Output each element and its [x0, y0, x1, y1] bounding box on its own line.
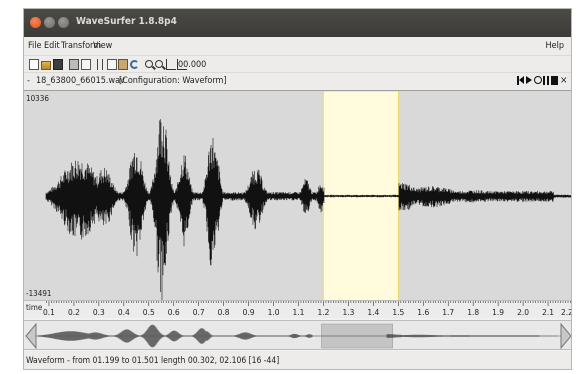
time-tick-label: 0.3: [93, 308, 105, 317]
properties-icon[interactable]: [81, 59, 91, 70]
sound-header: - 18_63800_66015.wav [Configuration: Wav…: [24, 73, 571, 90]
maximize-window-button[interactable]: [58, 17, 69, 28]
save-icon[interactable]: [53, 59, 63, 70]
time-tick-label: 0.6: [168, 308, 180, 317]
menu-edit[interactable]: Edit: [44, 41, 60, 51]
window-title: WaveSurfer 1.8.8p4: [76, 16, 177, 27]
y-max-label: 10336: [26, 94, 49, 103]
time-tick-label: 0.5: [143, 308, 155, 317]
transport-controls: ×: [517, 75, 568, 86]
time-tick-label: 1.1: [293, 308, 305, 317]
time-tick-label: 1.0: [268, 308, 280, 317]
time-tick-label: 0.9: [243, 308, 255, 317]
status-bar: Waveform - from 01.199 to 01.501 length …: [24, 351, 571, 369]
cut-icon[interactable]: [97, 59, 103, 70]
waveform-plot[interactable]: [24, 91, 572, 301]
menu-view[interactable]: View: [93, 41, 113, 51]
status-text: Waveform - from 01.199 to 01.501 length …: [26, 356, 280, 366]
skip-back-icon[interactable]: [517, 76, 524, 85]
play-loop-icon[interactable]: [534, 76, 542, 85]
zoom-fit-icon[interactable]: [166, 59, 176, 70]
paste-icon[interactable]: [118, 59, 128, 70]
open-folder-icon[interactable]: [41, 61, 51, 70]
overview-waveform[interactable]: [24, 321, 572, 351]
close-pane-icon[interactable]: ×: [560, 75, 568, 86]
menu-transform[interactable]: Transform: [61, 41, 102, 51]
time-tick-label: 0.7: [193, 308, 205, 317]
zoom-in-icon[interactable]: [145, 60, 153, 68]
time-tick-label: 2.1: [542, 308, 554, 317]
overview-scrollbar[interactable]: [24, 320, 571, 350]
time-axis: time 0.1 0.2 0.3 0.4 0.5 0.6 0.7 0.8 0.9 1.0 1.1 1.…: [24, 300, 571, 318]
time-tick-label: 0.8: [218, 308, 230, 317]
time-tick-label: 0.1: [43, 308, 55, 317]
menu-bar: File Edit Transform View Help: [24, 37, 571, 55]
title-bar: WaveSurfer 1.8.8p4: [24, 9, 571, 37]
print-icon[interactable]: [69, 59, 79, 70]
zoom-selection-icon[interactable]: [177, 59, 187, 70]
play-icon[interactable]: [525, 76, 532, 85]
stop-icon[interactable]: [551, 76, 558, 85]
time-tick-label: 1.3: [342, 308, 354, 317]
undo-icon[interactable]: [130, 60, 139, 69]
new-file-icon[interactable]: [29, 59, 39, 70]
toolbar: 00.000: [24, 55, 571, 73]
pause-icon[interactable]: [543, 76, 549, 85]
time-tick-label: 1.9: [492, 308, 504, 317]
time-tick-label: 0.4: [118, 308, 130, 317]
configuration-label: [Configuration: Waveform]: [119, 76, 227, 86]
wavesurfer-window: WaveSurfer 1.8.8p4 File Edit Transform V…: [23, 8, 572, 370]
time-tick-label: 1.8: [467, 308, 479, 317]
time-tick-label: 1.7: [442, 308, 454, 317]
waveform-pane[interactable]: 10336 -13491: [24, 90, 572, 301]
time-tick-label: 1.2: [317, 308, 329, 317]
time-tick-label: 2.2: [561, 308, 572, 317]
close-window-button[interactable]: [30, 17, 41, 28]
zoom-out-icon[interactable]: [155, 60, 163, 68]
minimize-window-button[interactable]: [44, 17, 55, 28]
time-axis-label: time: [26, 303, 43, 312]
menu-file[interactable]: File: [28, 41, 42, 51]
time-readout: 00.000: [178, 60, 207, 70]
time-tick-label: 1.6: [417, 308, 429, 317]
time-tick-label: 1.4: [367, 308, 379, 317]
time-tick-label: 2.0: [517, 308, 529, 317]
time-tick-label: 0.2: [68, 308, 80, 317]
scroll-left-arrow[interactable]: [25, 322, 37, 350]
waveform-trace: [45, 119, 571, 301]
scroll-right-arrow[interactable]: [560, 322, 571, 350]
time-axis-ticks: 0.1 0.2 0.3 0.4 0.5 0.6 0.7 0.8 0.9 1.0 1.1 1.2 1.3 1…: [43, 301, 572, 317]
sound-file-name: 18_63800_66015.wav: [36, 76, 125, 86]
time-tick-label: 1.5: [392, 308, 404, 317]
y-min-label: -13491: [26, 289, 52, 298]
menu-help[interactable]: Help: [545, 41, 564, 51]
sound-menu-dash[interactable]: -: [27, 76, 30, 86]
copy-icon[interactable]: [107, 59, 117, 70]
